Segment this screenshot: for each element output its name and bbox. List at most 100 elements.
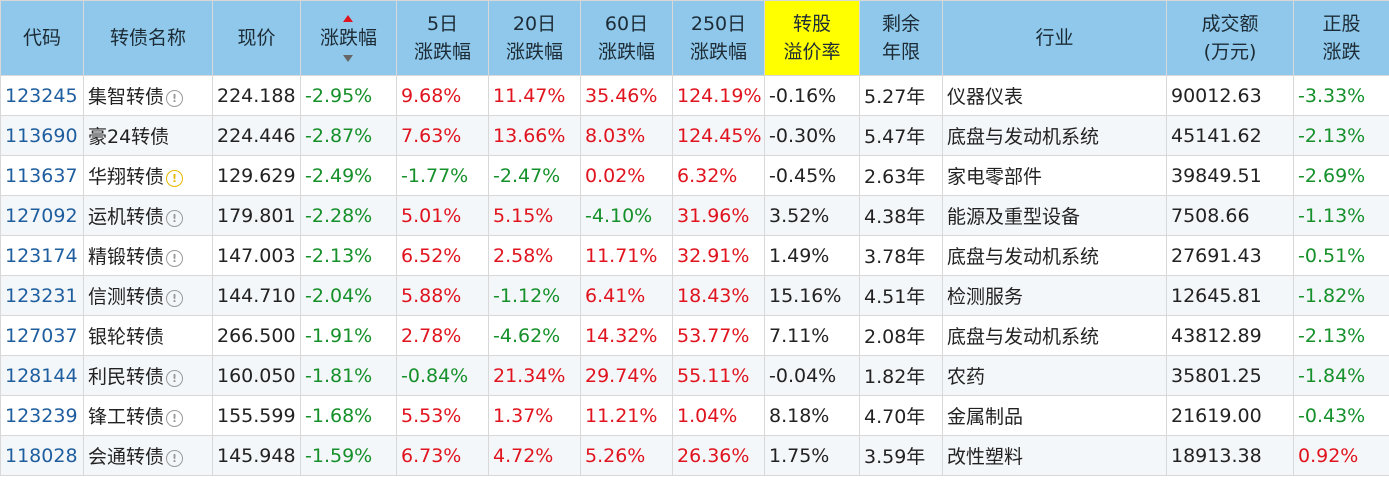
cell-price: 145.948: [212, 435, 301, 476]
info-circle-icon[interactable]: !: [166, 450, 184, 467]
column-header-industry[interactable]: 行业: [942, 0, 1167, 76]
cell-value: -0.30%: [769, 124, 837, 147]
column-header-name[interactable]: 转债名称: [83, 0, 213, 76]
cell-name[interactable]: 信测转债!: [83, 275, 213, 316]
table-row[interactable]: 128144 利民转债! 160.050 -1.81% -0.84% 21.34% 29.7…: [0, 355, 1389, 396]
cell-name[interactable]: 会通转债!: [83, 435, 213, 476]
cell-name[interactable]: 运机转债!: [83, 195, 213, 236]
cell-industry: 底盘与发动机系统: [942, 315, 1167, 356]
cell-code[interactable]: 128144: [0, 355, 84, 396]
cell-premium: -0.04%: [764, 355, 860, 396]
cell-code[interactable]: 127037: [0, 315, 84, 356]
cell-value: 0.02%: [585, 164, 646, 187]
column-header-code[interactable]: 代码: [0, 0, 84, 76]
cell-value: 3.59年: [864, 446, 926, 468]
info-circle-icon[interactable]: !: [166, 370, 184, 387]
column-header-chg250[interactable]: 250日 涨跌幅: [672, 0, 765, 76]
cell-value: 13.66%: [493, 124, 566, 147]
cell-value: 2.08年: [864, 326, 926, 348]
table-row[interactable]: 123174 精锻转债! 147.003 -2.13% 6.52% 2.58% 11.71%…: [0, 235, 1389, 276]
bond-name-link[interactable]: 锋工转债: [88, 406, 165, 428]
column-header-price[interactable]: 现价: [212, 0, 301, 76]
column-header-chg60[interactable]: 60日 涨跌幅: [580, 0, 673, 76]
cell-chg60: 0.02%: [580, 155, 673, 196]
table-row[interactable]: 113690 豪24转债 224.446 -2.87% 7.63% 13.66% 8.03%…: [0, 115, 1389, 156]
column-header-premium[interactable]: 转股 溢价率: [764, 0, 860, 76]
cell-name[interactable]: 精锻转债!: [83, 235, 213, 276]
column-header-text: 现价: [237, 27, 276, 49]
bond-code-link[interactable]: 118028: [5, 444, 78, 467]
table-row[interactable]: 123239 锋工转债! 155.599 -1.68% 5.53% 1.37% 11.21%…: [0, 395, 1389, 436]
cell-value: 11.21%: [585, 404, 658, 427]
bond-code-link[interactable]: 123245: [5, 84, 78, 107]
bond-name-link[interactable]: 信测转债: [88, 286, 165, 308]
bond-code-link[interactable]: 128144: [5, 364, 78, 387]
bond-name-link[interactable]: 豪24转债: [88, 126, 170, 148]
cell-code[interactable]: 123231: [0, 275, 84, 316]
cell-code[interactable]: 123245: [0, 75, 84, 116]
cell-value: -2.13%: [1298, 124, 1366, 147]
bond-name-link[interactable]: 利民转债: [88, 366, 165, 388]
cell-chg20: -4.62%: [488, 315, 581, 356]
table-row[interactable]: 113637 华翔转债! 129.629 -2.49% -1.77% -2.47% 0.02…: [0, 155, 1389, 196]
bond-code-link[interactable]: 113637: [5, 164, 78, 187]
bond-name-link[interactable]: 华翔转债: [88, 166, 165, 188]
cell-code[interactable]: 113637: [0, 155, 84, 196]
column-header-text: 涨跌幅: [505, 41, 563, 63]
info-circle-icon[interactable]: !: [166, 290, 184, 307]
sort-down-icon[interactable]: [343, 55, 354, 62]
cell-chg60: 11.21%: [580, 395, 673, 436]
cell-name[interactable]: 集智转债!: [83, 75, 213, 116]
bond-name-link[interactable]: 运机转债: [88, 206, 165, 228]
cell-code[interactable]: 113690: [0, 115, 84, 156]
table-row[interactable]: 127092 运机转债! 179.801 -2.28% 5.01% 5.15% -4.10%…: [0, 195, 1389, 236]
cell-change: -2.04%: [300, 275, 397, 316]
column-header-text: 涨跌: [1322, 41, 1361, 63]
cell-name[interactable]: 银轮转债: [83, 315, 213, 356]
column-header-chg5[interactable]: 5日 涨跌幅: [396, 0, 489, 76]
cell-code[interactable]: 118028: [0, 435, 84, 476]
info-circle-icon[interactable]: !: [166, 250, 184, 267]
bond-code-link[interactable]: 123231: [5, 284, 78, 307]
bond-code-link[interactable]: 113690: [5, 124, 78, 147]
bond-name-link[interactable]: 集智转债: [88, 86, 165, 108]
cell-value: -2.87%: [305, 124, 373, 147]
cell-name[interactable]: 华翔转债!: [83, 155, 213, 196]
cell-name[interactable]: 锋工转债!: [83, 395, 213, 436]
column-header-change[interactable]: 涨跌幅: [300, 0, 397, 76]
cell-name[interactable]: 豪24转债: [83, 115, 213, 156]
column-header-stock_chg[interactable]: 正股 涨跌: [1293, 0, 1389, 76]
bond-code-link[interactable]: 123174: [5, 244, 78, 267]
cell-industry: 底盘与发动机系统: [942, 235, 1167, 276]
table-row[interactable]: 127037 银轮转债 266.500 -1.91% 2.78% -4.62% 14.32%…: [0, 315, 1389, 356]
column-header-chg20[interactable]: 20日 涨跌幅: [488, 0, 581, 76]
bond-name-link[interactable]: 银轮转债: [88, 326, 165, 348]
column-header-volume[interactable]: 成交额 (万元): [1166, 0, 1294, 76]
cell-change: -2.13%: [300, 235, 397, 276]
bond-code-link[interactable]: 127092: [5, 204, 78, 227]
column-header-years[interactable]: 剩余 年限: [859, 0, 943, 76]
info-circle-icon[interactable]: !: [166, 410, 184, 427]
sort-up-icon[interactable]: [343, 15, 354, 22]
info-circle-icon[interactable]: !: [166, 210, 184, 227]
cell-volume: 12645.81: [1166, 275, 1294, 316]
bond-name-link[interactable]: 精锻转债: [88, 246, 165, 268]
info-circle-icon[interactable]: !: [166, 90, 184, 107]
table-header: 代码 转债名称 现价 涨跌幅 5日 涨跌幅 20日 涨跌幅 60日 涨跌幅 250日 涨跌幅 转股 溢价率…: [0, 0, 1389, 76]
cell-name[interactable]: 利民转债!: [83, 355, 213, 396]
cell-value: 21619.00: [1171, 404, 1262, 427]
cell-value: 144.710: [217, 284, 296, 307]
bond-code-link[interactable]: 123239: [5, 404, 78, 427]
bond-code-link[interactable]: 127037: [5, 324, 78, 347]
table-row[interactable]: 118028 会通转债! 145.948 -1.59% 6.73% 4.72% 5.26% 2…: [0, 435, 1389, 476]
cell-chg20: -2.47%: [488, 155, 581, 196]
cell-code[interactable]: 123239: [0, 395, 84, 436]
cell-code[interactable]: 127092: [0, 195, 84, 236]
table-row[interactable]: 123245 集智转债! 224.188 -2.95% 9.68% 11.47% 35.46…: [0, 75, 1389, 116]
bond-name-link[interactable]: 会通转债: [88, 446, 165, 468]
cell-code[interactable]: 123174: [0, 235, 84, 276]
cell-value: 45141.62: [1171, 124, 1262, 147]
table-row[interactable]: 123231 信测转债! 144.710 -2.04% 5.88% -1.12% 6.41%…: [0, 275, 1389, 316]
cell-value: 124.19%: [677, 84, 762, 107]
warning-circle-icon[interactable]: !: [166, 170, 184, 187]
